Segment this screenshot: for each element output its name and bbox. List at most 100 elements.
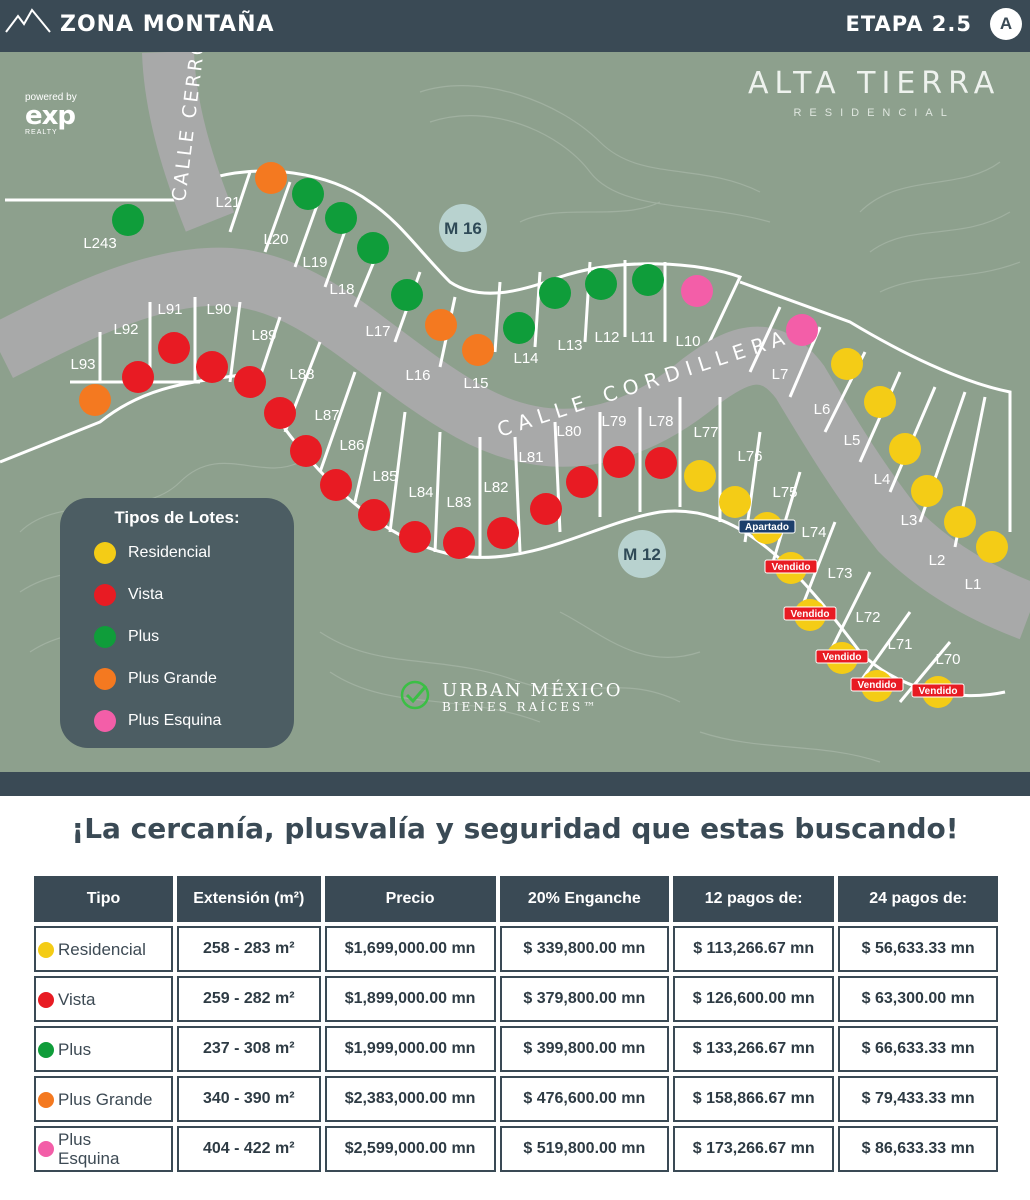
legend-item: Residencial <box>94 542 211 568</box>
lot-l4[interactable]: L4 <box>874 433 921 488</box>
lot-l6[interactable]: L6 <box>814 348 863 418</box>
lot-l85[interactable]: L85 <box>358 468 398 531</box>
brand-sub: RESIDENCIAL <box>793 107 955 119</box>
lot-label: L84 <box>408 484 433 501</box>
type-label: Residencial <box>58 940 146 959</box>
lot-l17[interactable]: L17 <box>365 279 423 340</box>
lot-label: L78 <box>648 413 673 430</box>
lot-l76[interactable]: L76 <box>719 448 763 518</box>
legend-item: Plus Grande <box>94 668 217 694</box>
lot-label: L16 <box>405 367 430 384</box>
type-dot-icon <box>38 1091 54 1108</box>
lot-l93[interactable]: L93 <box>70 356 111 416</box>
cell-p12: $ 113,266.67 mn <box>673 926 835 972</box>
cell-p12: $ 126,600.00 mn <box>673 976 835 1022</box>
lot-label: L80 <box>556 423 581 440</box>
lot-l73[interactable]: L73 Vendido <box>783 565 853 631</box>
lot-label: L83 <box>446 494 471 511</box>
lot-label: L74 <box>801 524 826 541</box>
lot-marker <box>585 268 617 300</box>
lot-l88[interactable]: L88 <box>264 366 315 429</box>
cell-down: $ 476,600.00 mn <box>499 1076 670 1122</box>
lot-l84[interactable]: L84 <box>399 484 434 553</box>
lot-label: L70 <box>935 651 960 668</box>
lot-map-svg: M 16 M 12 CALLE CERRO CALLE CORDILLERA L… <box>0 52 1030 763</box>
type-label: Vista <box>58 990 96 1009</box>
lot-label: L14 <box>513 350 538 367</box>
urban-name: URBAN MÉXICO <box>442 680 623 701</box>
lot-l18[interactable]: L18 <box>329 232 389 298</box>
lot-l11[interactable]: L11 <box>631 264 664 346</box>
lot-label: L92 <box>113 321 138 338</box>
legend-label: Plus Grande <box>128 670 217 687</box>
cell-price: $1,999,000.00 mn <box>324 1026 496 1072</box>
lot-l79[interactable]: L79 <box>601 413 635 478</box>
lot-l21[interactable]: L21 <box>215 162 287 211</box>
lot-label: L91 <box>157 301 182 318</box>
lot-l92[interactable]: L92 <box>113 321 154 393</box>
vendido-badge <box>764 559 818 574</box>
check-circle-icon <box>400 680 430 710</box>
lot-l243[interactable]: L243 <box>83 204 144 252</box>
lot-l81[interactable]: L81 <box>518 449 562 525</box>
legend-dot-icon <box>94 668 116 690</box>
brand-name: ALTA TIERRA <box>748 66 1001 101</box>
lot-marker <box>358 499 390 531</box>
lot-l20[interactable]: L20 <box>263 178 324 248</box>
lot-marker <box>889 433 921 465</box>
lot-l14[interactable]: L14 <box>503 312 539 367</box>
lot-label: L90 <box>206 301 231 318</box>
lot-l10[interactable]: L10 <box>675 275 713 350</box>
lot-l13[interactable]: L13 <box>539 277 583 354</box>
lot-l78[interactable]: L78 <box>645 413 677 479</box>
lot-l82[interactable]: L82 <box>483 479 519 549</box>
legend-dot-icon <box>94 626 116 648</box>
lot-l2[interactable]: L2 <box>929 506 976 569</box>
lot-marker <box>290 435 322 467</box>
lot-label: L6 <box>814 401 831 418</box>
lot-l3[interactable]: L3 <box>901 475 943 529</box>
lot-l71[interactable]: L71 Vendido <box>850 636 913 702</box>
block-m16-label: M 16 <box>444 219 482 238</box>
price-table: Tipo Extensión (m²) Precio 20% Enganche 12 p… <box>30 872 1002 1176</box>
header-bar: ZONA MONTAÑA ETAPA 2.5 A <box>0 0 1030 52</box>
lot-l74[interactable]: L74 Vendido <box>764 524 827 584</box>
lot-l75[interactable]: L75 Apartado <box>738 484 798 544</box>
legend-item: Plus <box>94 626 159 652</box>
lot-l87[interactable]: L87 <box>290 407 340 467</box>
lot-label: L3 <box>901 512 918 529</box>
lot-l72[interactable]: L72 Vendido <box>815 609 881 674</box>
lot-label: L73 <box>827 565 852 582</box>
lot-l86[interactable]: L86 <box>320 437 365 501</box>
lot-l1[interactable]: L1 <box>965 531 1008 593</box>
stage-title: ETAPA 2.5 <box>845 12 972 36</box>
exp-text: exp <box>25 101 76 131</box>
lot-l15[interactable]: L15 <box>462 334 494 392</box>
vendido-badge <box>815 649 869 664</box>
lot-l91[interactable]: L91 <box>157 301 190 364</box>
lot-l89[interactable]: L89 <box>234 327 277 398</box>
block-m12-marker <box>618 530 666 578</box>
alta-tierra-logo: ALTA TIERRA RESIDENCIAL <box>748 66 1000 119</box>
type-label: Plus Grande <box>58 1090 153 1109</box>
status-label: Vendido <box>772 562 811 573</box>
calle-cerro-road <box>142 52 235 232</box>
lot-l12[interactable]: L12 <box>585 268 620 346</box>
lot-l7[interactable]: L7 <box>772 314 818 383</box>
lot-l83[interactable]: L83 <box>443 494 475 559</box>
lot-marker <box>539 277 571 309</box>
lot-marker <box>196 351 228 383</box>
lot-l70[interactable]: L70 Vendido <box>911 651 965 708</box>
lot-marker <box>320 469 352 501</box>
type-cell: Residencial <box>34 926 174 972</box>
lot-l80[interactable]: L80 <box>556 423 598 498</box>
lot-l77[interactable]: L77 <box>684 424 719 492</box>
lot-l5[interactable]: L5 <box>844 386 896 449</box>
lot-marker <box>864 386 896 418</box>
lot-l19[interactable]: L19 <box>302 202 357 271</box>
lot-l16[interactable]: L16 <box>405 309 457 384</box>
lot-label: L81 <box>518 449 543 466</box>
lot-l90[interactable]: L90 <box>196 301 232 383</box>
cell-ext: 237 - 308 m² <box>177 1026 321 1072</box>
